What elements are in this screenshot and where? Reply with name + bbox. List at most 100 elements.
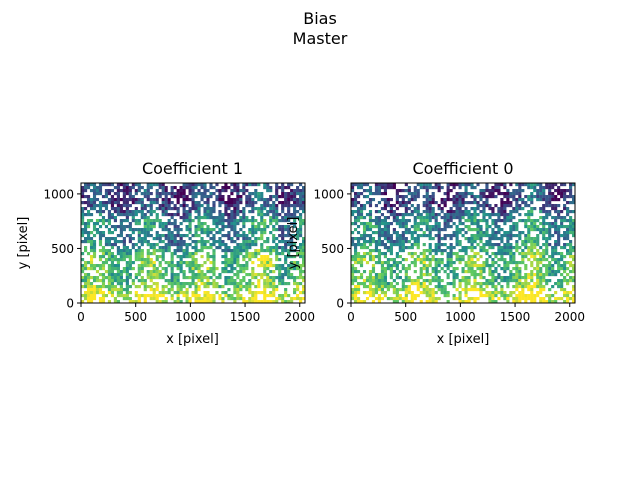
heatmap-cell [440,279,444,283]
heatmap-cell [461,270,465,274]
heatmap-cell [140,186,144,190]
heatmap-cell [419,282,423,286]
heatmap-cell [239,267,243,271]
heatmap-cell [272,246,276,250]
heatmap-cell [182,276,186,280]
heatmap-cell [389,183,393,187]
heatmap-cell [425,204,429,208]
heatmap-cell [386,186,390,190]
heatmap-cell [554,261,558,265]
heatmap-cell [566,291,570,295]
heatmap-cell [209,186,213,190]
heatmap-cell [362,285,367,289]
heatmap-cell [122,192,126,196]
heatmap-cell [284,246,288,250]
heatmap-cell [566,273,570,277]
heatmap-cell [539,255,543,259]
heatmap-cell [116,189,120,193]
heatmap-cell [170,186,174,190]
heatmap-cell [107,240,112,244]
heatmap-cell [395,291,399,295]
heatmap-cell [101,222,106,226]
heatmap-cell [383,255,387,259]
heatmap-cell [545,195,549,199]
heatmap-cell [266,201,270,205]
heatmap-cell [212,204,216,208]
heatmap-cell [509,291,513,295]
heatmap-cell [290,216,294,220]
heatmap-cell [398,297,402,301]
heatmap-cell [119,234,123,238]
heatmap-cell [167,264,171,268]
heatmap-cell [113,297,117,301]
heatmap-cell [479,189,483,193]
heatmap-cell [419,228,423,232]
heatmap-cell [263,270,267,274]
heatmap-cell [263,222,267,226]
heatmap-cell [539,288,543,292]
heatmap-cell [365,261,370,265]
heatmap-cell [527,294,531,298]
heatmap-cell [536,285,540,289]
heatmap-cell [479,249,483,253]
heatmap-cell [161,252,165,256]
heatmap-cell [539,258,543,262]
heatmap-cell [410,234,414,238]
heatmap-cell [392,231,396,235]
heatmap-cell [359,273,364,277]
heatmap-cell [125,270,129,274]
heatmap-cell [380,243,385,247]
heatmap-cell [272,294,276,298]
heatmap-cell [569,195,573,199]
heatmap-cell [218,285,222,289]
heatmap-cell [149,219,153,223]
heatmap-cell [272,276,276,280]
heatmap-cell [521,291,525,295]
heatmap-cell [422,273,426,277]
heatmap-cell [356,261,361,265]
heatmap-cell [413,243,417,247]
heatmap-cell [503,234,507,238]
heatmap-cell [551,186,555,190]
heatmap-cell [161,225,165,229]
heatmap-cell [485,282,489,286]
heatmap-cell [351,291,355,295]
heatmap-cell [269,279,273,283]
heatmap-cell [260,213,264,217]
heatmap-cell [86,300,91,304]
heatmap-cell [275,213,279,217]
heatmap-cell [215,198,219,202]
heatmap-cell [545,231,549,235]
heatmap-cell [548,279,552,283]
heatmap-cell [173,222,177,226]
heatmap-cell [170,240,174,244]
heatmap-cell [176,243,180,247]
heatmap-cell [542,258,546,262]
heatmap-cell [539,198,543,202]
heatmap-cell [266,294,270,298]
heatmap-cell [215,225,219,229]
heatmap-cell [566,201,570,205]
heatmap-cell [482,249,486,253]
heatmap-cell [512,216,516,220]
heatmap-cell [266,210,270,214]
heatmap-cell [449,243,453,247]
heatmap-cell [482,192,486,196]
heatmap-cell [410,261,414,265]
heatmap-cell [351,288,355,292]
heatmap-cell [242,213,246,217]
heatmap-cell [233,240,237,244]
heatmap-cell [206,204,210,208]
heatmap-cell [542,249,546,253]
heatmap-cell [539,210,543,214]
heatmap-cell [359,222,364,226]
heatmap-cell [203,183,207,187]
heatmap-cell [563,294,567,298]
heatmap-cell [116,258,120,262]
heatmap-cell [212,243,216,247]
heatmap-cell [530,183,534,187]
heatmap-cell [92,264,97,268]
heatmap-cell [137,189,141,193]
heatmap-cell [221,186,225,190]
heatmap-cell [500,198,504,202]
